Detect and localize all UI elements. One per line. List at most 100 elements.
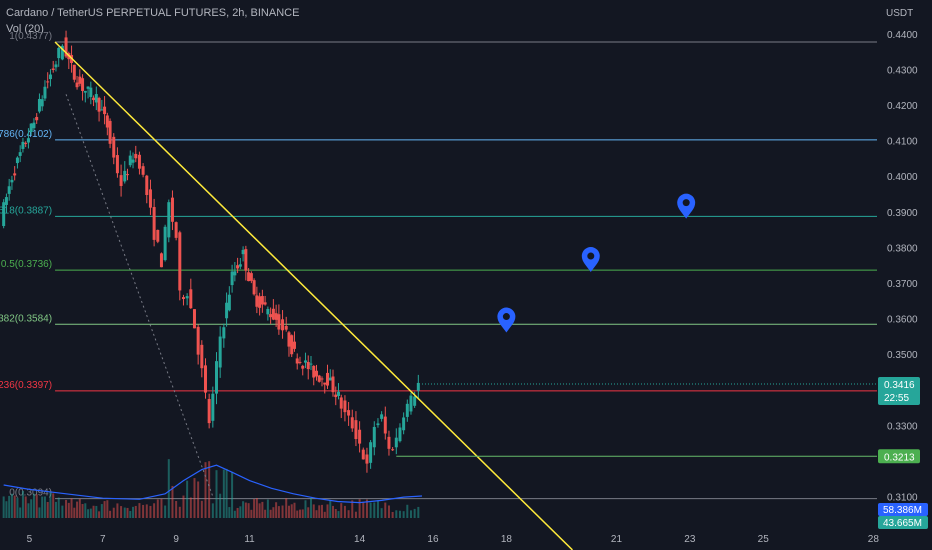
candle-body[interactable] — [290, 335, 294, 355]
candle-body[interactable] — [303, 360, 307, 363]
candle-body[interactable] — [2, 202, 6, 227]
candle-body[interactable] — [103, 106, 107, 115]
candle-body[interactable] — [343, 400, 347, 413]
candle-body[interactable] — [137, 154, 141, 169]
candle-body[interactable] — [339, 397, 343, 409]
candle-body[interactable] — [266, 308, 270, 315]
candle-body[interactable] — [383, 416, 387, 434]
candle-body[interactable] — [18, 152, 22, 156]
candle-body[interactable] — [170, 197, 174, 222]
candle-body[interactable] — [128, 155, 132, 166]
candle-body[interactable] — [75, 82, 79, 88]
candle-body[interactable] — [306, 361, 310, 370]
candle-body[interactable] — [380, 414, 384, 419]
candle-body[interactable] — [57, 48, 61, 59]
candle-body[interactable] — [255, 295, 259, 307]
candle-body[interactable] — [376, 423, 380, 426]
candle-body[interactable] — [126, 174, 130, 176]
map-pin-icon[interactable] — [581, 247, 600, 273]
candle-body[interactable] — [347, 410, 351, 416]
candle-body[interactable] — [148, 189, 152, 208]
candle-body[interactable] — [218, 336, 222, 368]
map-pin-icon[interactable] — [497, 307, 516, 333]
candle-body[interactable] — [269, 314, 273, 318]
map-pin-icon[interactable] — [677, 193, 696, 219]
candle-body[interactable] — [10, 179, 14, 183]
candle-body[interactable] — [100, 109, 104, 111]
candle-body[interactable] — [26, 138, 30, 143]
candle-body[interactable] — [167, 202, 171, 238]
candle-body[interactable] — [21, 141, 25, 149]
candle-body[interactable] — [115, 155, 119, 174]
candle-body[interactable] — [274, 313, 278, 320]
candle-body[interactable] — [394, 437, 398, 448]
candle-body[interactable] — [37, 98, 41, 112]
candle-body[interactable] — [35, 116, 39, 121]
candle-body[interactable] — [309, 363, 313, 365]
candle-body[interactable] — [334, 394, 338, 398]
candle-body[interactable] — [320, 378, 324, 380]
candle-body[interactable] — [152, 207, 156, 240]
candle-body[interactable] — [105, 115, 109, 128]
candle-body[interactable] — [238, 264, 242, 267]
candle-body[interactable] — [369, 442, 373, 463]
candle-body[interactable] — [112, 136, 116, 158]
candle-body[interactable] — [46, 81, 50, 83]
candle-body[interactable] — [24, 142, 28, 144]
candle-body[interactable] — [271, 308, 275, 320]
candle-body[interactable] — [236, 265, 240, 269]
candle-body[interactable] — [92, 97, 96, 101]
candle-body[interactable] — [365, 454, 369, 464]
candle-body[interactable] — [181, 297, 185, 300]
candle-body[interactable] — [134, 153, 138, 159]
candle-body[interactable] — [131, 159, 135, 163]
candle-body[interactable] — [263, 302, 267, 305]
candle-body[interactable] — [94, 94, 98, 103]
candle-body[interactable] — [350, 417, 354, 429]
candle-body[interactable] — [337, 391, 341, 396]
candle-body[interactable] — [312, 365, 316, 378]
candle-body[interactable] — [4, 197, 8, 205]
candle-body[interactable] — [317, 375, 321, 382]
candle-body[interactable] — [409, 395, 413, 412]
candle-body[interactable] — [331, 376, 335, 393]
candle-body[interactable] — [48, 74, 52, 80]
candle-body[interactable] — [185, 296, 189, 299]
candle-body[interactable] — [15, 157, 19, 164]
candle-body[interactable] — [123, 170, 127, 182]
candle-body[interactable] — [141, 166, 145, 175]
candle-body[interactable] — [241, 249, 245, 255]
candle-body[interactable] — [354, 420, 358, 440]
candle-body[interactable] — [72, 64, 76, 80]
candle-body[interactable] — [7, 186, 11, 194]
candle-body[interactable] — [416, 382, 420, 391]
candle-body[interactable] — [178, 232, 182, 291]
candle-body[interactable] — [258, 296, 262, 308]
candle-body[interactable] — [108, 120, 112, 144]
candle-body[interactable] — [192, 309, 196, 329]
candle-body[interactable] — [249, 273, 253, 281]
candle-body[interactable] — [358, 429, 362, 444]
candle-body[interactable] — [200, 344, 204, 369]
candle-body[interactable] — [227, 294, 231, 311]
candle-body[interactable] — [247, 272, 251, 282]
candle-body[interactable] — [60, 45, 64, 60]
candle-body[interactable] — [398, 427, 402, 442]
candle-body[interactable] — [413, 396, 417, 406]
candle-body[interactable] — [51, 68, 55, 70]
candle-body[interactable] — [391, 449, 395, 451]
candle-body[interactable] — [323, 382, 327, 385]
candle-body[interactable] — [372, 426, 376, 448]
candle-body[interactable] — [174, 222, 178, 238]
candle-body[interactable] — [119, 175, 123, 186]
candle-body[interactable] — [207, 399, 211, 424]
candle-body[interactable] — [211, 393, 215, 421]
candle-body[interactable] — [225, 302, 229, 319]
candle-body[interactable] — [361, 449, 365, 460]
candle-body[interactable] — [233, 271, 237, 276]
candle-body[interactable] — [32, 122, 36, 129]
candle-body[interactable] — [97, 97, 101, 112]
candle-body[interactable] — [40, 99, 44, 107]
candle-body[interactable] — [298, 361, 302, 363]
